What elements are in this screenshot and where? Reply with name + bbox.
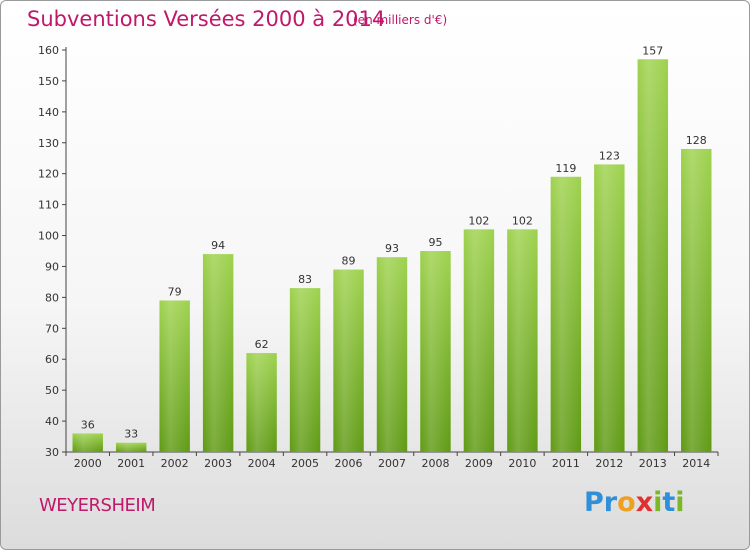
bar-highlight-2007 [376, 257, 408, 452]
y-tick-label: 90 [45, 260, 59, 273]
y-tick-label: 70 [45, 322, 59, 335]
value-label: 95 [428, 236, 442, 249]
bars [72, 59, 712, 453]
y-tick-label: 40 [45, 415, 59, 428]
value-label: 83 [298, 273, 312, 286]
value-label: 79 [168, 285, 182, 298]
value-label: 102 [468, 214, 489, 227]
y-tick-label: 80 [45, 291, 59, 304]
x-tick-label: 2011 [552, 457, 580, 470]
y-tick-label: 60 [45, 353, 59, 366]
y-tick-label: 120 [38, 168, 59, 181]
bar-highlight-2000 [72, 433, 103, 452]
y-tick-label: 130 [38, 137, 59, 150]
logo-letter: i [675, 487, 685, 518]
logo-letter: i [653, 487, 663, 518]
value-label: 36 [81, 418, 95, 431]
logo-letter: t [662, 487, 676, 518]
x-tick-label: 2001 [117, 457, 145, 470]
bar-highlight-2005 [289, 288, 321, 452]
proxiti-logo: Proxiti [584, 487, 685, 518]
value-labels: 2000 36 2001 33 2002 79 2003 94 2004 62 2005 83 2006… [74, 44, 711, 470]
value-label: 62 [255, 338, 269, 351]
value-label: 128 [686, 134, 707, 147]
bar-highlight-2008 [420, 251, 451, 452]
y-tick-label: 30 [45, 446, 59, 459]
bar-highlight-2009 [463, 229, 495, 452]
x-tick-label: 2009 [465, 457, 493, 470]
y-tick-label: 150 [38, 75, 59, 88]
y-tick-label: 50 [45, 384, 59, 397]
x-tick-label: 2010 [508, 457, 536, 470]
place-name: WEYERSHEIM [39, 495, 156, 516]
value-label: 33 [124, 428, 138, 441]
y-tick-label: 110 [38, 199, 59, 212]
value-label: 119 [555, 162, 576, 175]
logo-letter: r [603, 487, 618, 518]
x-tick-label: 2014 [682, 457, 710, 470]
value-label: 94 [211, 239, 225, 252]
logo-letter: o [617, 487, 636, 518]
value-label: 157 [642, 44, 663, 57]
x-tick-label: 2013 [639, 457, 667, 470]
y-tick-label: 100 [38, 230, 59, 243]
chart-title: Subventions Versées 2000 à 2014 [27, 7, 386, 31]
logo-letter: P [584, 487, 604, 518]
x-tick-label: 2002 [161, 457, 189, 470]
x-tick-label: 2004 [248, 457, 276, 470]
bar-highlight-2001 [115, 442, 147, 452]
bar-highlight-2010 [507, 229, 538, 452]
bar-highlight-2013 [637, 59, 669, 453]
x-tick-label: 2007 [378, 457, 406, 470]
bar-highlight-2014 [681, 148, 712, 452]
value-label: 102 [512, 214, 533, 227]
value-label: 123 [599, 149, 620, 162]
logo-letter: x [635, 487, 654, 518]
x-tick-label: 2006 [335, 457, 363, 470]
chart-subtitle: (en milliers d'€) [353, 13, 448, 27]
x-tick-label: 2008 [421, 457, 449, 470]
bar-highlight-2006 [333, 269, 364, 452]
y-tick-label: 140 [38, 106, 59, 119]
y-tick-label: 160 [38, 44, 59, 57]
x-tick-label: 2003 [204, 457, 232, 470]
value-label: 93 [385, 242, 399, 255]
bar-highlight-2004 [246, 353, 277, 452]
bar-highlight-2002 [159, 300, 190, 452]
axes: 30 40 50 60 70 80 90 100 110 120 130 140 150 160 [38, 44, 719, 459]
bar-highlight-2003 [202, 254, 234, 452]
x-tick-label: 2012 [595, 457, 623, 470]
bar-highlight-2011 [550, 176, 582, 453]
bar-highlight-2012 [594, 164, 625, 452]
value-label: 89 [342, 255, 356, 268]
x-tick-label: 2000 [74, 457, 102, 470]
x-tick-label: 2005 [291, 457, 319, 470]
